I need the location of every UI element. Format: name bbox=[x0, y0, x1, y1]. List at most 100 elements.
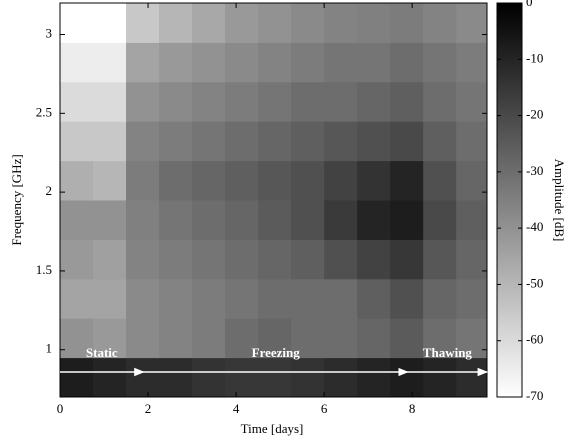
heatmap-cell bbox=[357, 200, 391, 240]
x-tick-label: 8 bbox=[409, 401, 416, 416]
heatmap-cell bbox=[390, 81, 424, 122]
heatmap-cell bbox=[324, 3, 358, 43]
y-tick-label: 2 bbox=[46, 183, 53, 198]
heatmap-cell bbox=[390, 200, 424, 240]
heatmap-cell bbox=[258, 121, 292, 162]
colorbar bbox=[496, 2, 523, 398]
heatmap-cell bbox=[390, 357, 424, 397]
heatmap-cell bbox=[159, 160, 193, 201]
heatmap-cell bbox=[291, 81, 325, 122]
heatmap-cell bbox=[225, 160, 259, 201]
heatmap-cell bbox=[423, 160, 457, 201]
heatmap-cell bbox=[93, 239, 127, 280]
heatmap-cell bbox=[390, 318, 424, 359]
heatmap-cell bbox=[258, 278, 292, 319]
heatmap-cell bbox=[258, 200, 292, 240]
y-tick-label: 1.5 bbox=[36, 262, 52, 277]
heatmap-cell bbox=[291, 42, 325, 83]
heatmap-cell bbox=[258, 239, 292, 280]
heatmap-cell bbox=[456, 318, 487, 359]
colorbar-tick-label: -10 bbox=[526, 50, 543, 65]
heatmap-cell bbox=[357, 42, 391, 83]
x-tick-label: 0 bbox=[57, 401, 64, 416]
heatmap-cell bbox=[258, 318, 292, 359]
heatmap-cell bbox=[225, 121, 259, 162]
phase-label: Thawing bbox=[423, 345, 473, 360]
heatmap-cell bbox=[390, 278, 424, 319]
heatmap-cell bbox=[258, 81, 292, 122]
colorbar-tick-label: -20 bbox=[526, 107, 543, 122]
heatmap-cell bbox=[159, 239, 193, 280]
heatmap-cell bbox=[159, 278, 193, 319]
heatmap-cell bbox=[60, 3, 94, 43]
heatmap-cell bbox=[126, 357, 160, 397]
heatmap-cell bbox=[291, 3, 325, 43]
heatmap-cell bbox=[93, 81, 127, 122]
heatmap-cell bbox=[258, 160, 292, 201]
heatmap-cell bbox=[192, 200, 226, 240]
heatmap-cell bbox=[291, 318, 325, 359]
heatmap-cell bbox=[126, 81, 160, 122]
heatmap-cell bbox=[357, 3, 391, 43]
heatmap-cell bbox=[456, 121, 487, 162]
heatmap-cell bbox=[93, 357, 127, 397]
heatmap-cell bbox=[324, 278, 358, 319]
heatmap-cell bbox=[192, 3, 226, 43]
heatmap-cell bbox=[192, 160, 226, 201]
colorbar-tick-label: -40 bbox=[526, 219, 543, 234]
x-tick-label: 4 bbox=[233, 401, 240, 416]
heatmap-cell bbox=[60, 239, 94, 280]
y-tick-label: 1 bbox=[46, 341, 53, 356]
colorbar-tick-label: -70 bbox=[526, 388, 543, 403]
heatmap-cell bbox=[357, 160, 391, 201]
heatmap-cell bbox=[159, 81, 193, 122]
heatmap-cell bbox=[423, 81, 457, 122]
heatmap-cell bbox=[225, 357, 259, 397]
heatmap-cell bbox=[93, 3, 127, 43]
heatmap-cell bbox=[60, 81, 94, 122]
heatmap-cell bbox=[423, 121, 457, 162]
heatmap-cell bbox=[93, 42, 127, 83]
heatmap-cell bbox=[60, 318, 94, 359]
heatmap-cell bbox=[126, 239, 160, 280]
heatmap-cell bbox=[126, 160, 160, 201]
heatmap-cell bbox=[126, 3, 160, 43]
heatmap-cell bbox=[225, 3, 259, 43]
heatmap-cell bbox=[93, 278, 127, 319]
heatmap-cell bbox=[456, 278, 487, 319]
phase-label: Static bbox=[86, 345, 118, 360]
heatmap-cell bbox=[390, 3, 424, 43]
heatmap-cell bbox=[324, 200, 358, 240]
y-tick-label: 2.5 bbox=[36, 104, 52, 119]
x-axis-label: Time [days] bbox=[241, 421, 304, 436]
colorbar-label: Amplitude [dB] bbox=[552, 159, 566, 242]
heatmap-cell bbox=[126, 42, 160, 83]
heatmap-cell bbox=[423, 278, 457, 319]
heatmap-cell bbox=[159, 121, 193, 162]
heatmap-cell bbox=[423, 239, 457, 280]
heatmap-cell bbox=[258, 357, 292, 397]
heatmap-cell bbox=[324, 357, 358, 397]
heatmap-cell bbox=[192, 357, 226, 397]
heatmap-cell bbox=[126, 121, 160, 162]
heatmap-cell bbox=[291, 121, 325, 162]
colorbar-tick-label: 0 bbox=[526, 0, 533, 9]
heatmap-cell bbox=[291, 200, 325, 240]
heatmap-cell bbox=[60, 160, 94, 201]
heatmap-cell bbox=[225, 200, 259, 240]
colorbar-tick-label: -30 bbox=[526, 163, 543, 178]
heatmap-cell bbox=[291, 239, 325, 280]
heatmap-cell bbox=[93, 200, 127, 240]
y-axis-label: Frequency [GHz] bbox=[9, 154, 24, 245]
x-tick-label: 2 bbox=[145, 401, 152, 416]
heatmap-cell bbox=[291, 357, 325, 397]
heatmap-cell bbox=[456, 81, 487, 122]
heatmap-cell bbox=[159, 200, 193, 240]
heatmap-cell bbox=[192, 121, 226, 162]
heatmap-cell bbox=[390, 160, 424, 201]
heatmap-cell bbox=[456, 3, 487, 43]
heatmap-cell bbox=[357, 278, 391, 319]
heatmap-cell bbox=[159, 42, 193, 83]
heatmap-cell bbox=[192, 278, 226, 319]
